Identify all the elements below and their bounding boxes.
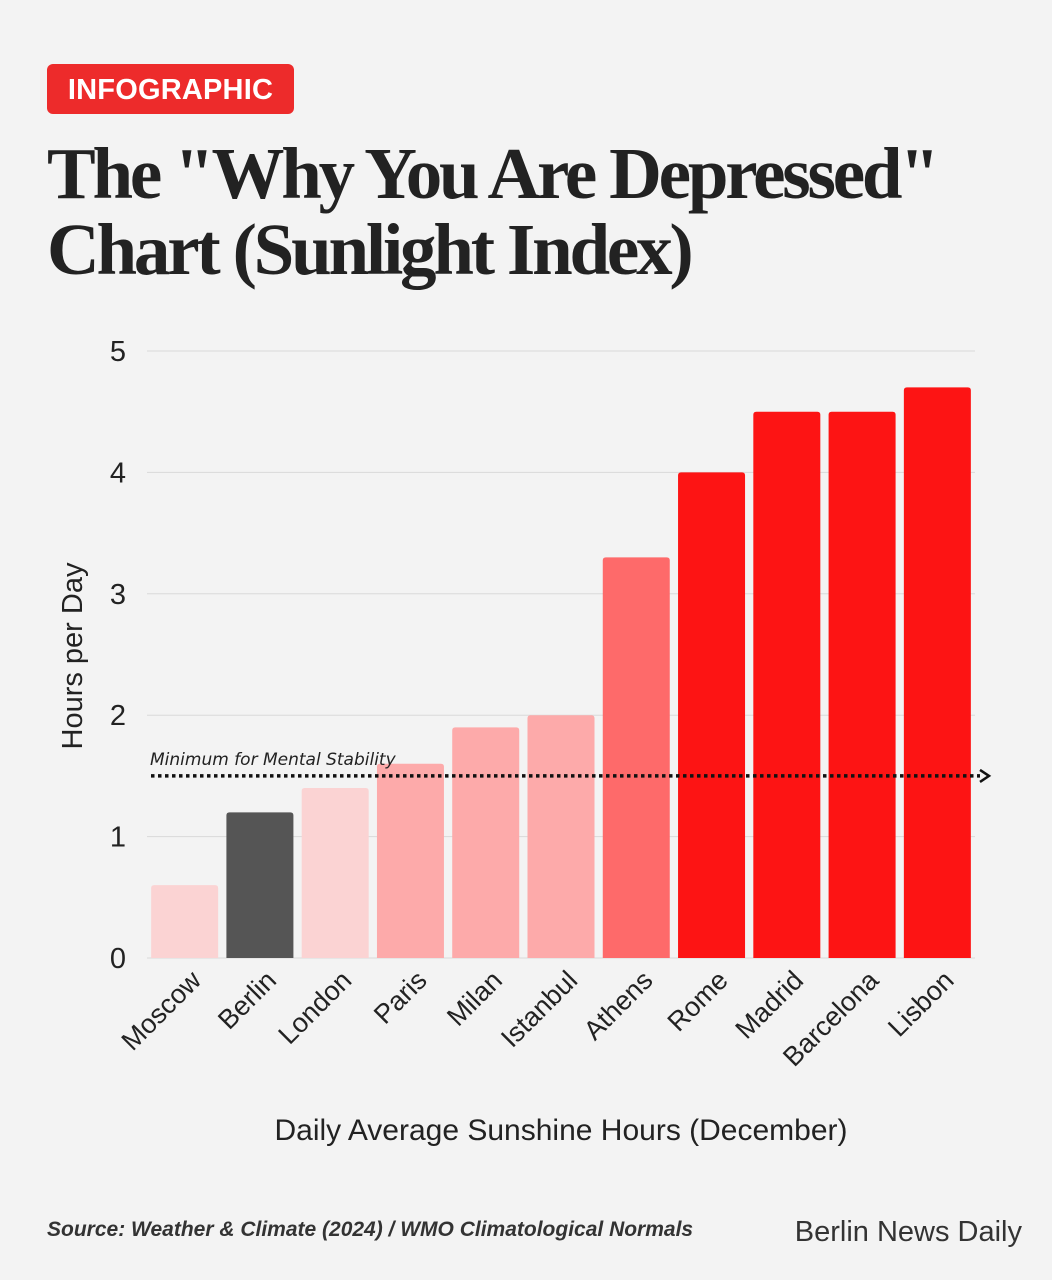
- title-line-1: The "Why You Are Depressed": [47, 133, 940, 214]
- bar-madrid: [753, 411, 821, 958]
- bar-rome: [678, 472, 746, 958]
- infographic-badge: INFOGRAPHIC: [47, 64, 294, 114]
- brand-label: Berlin News Daily: [794, 1216, 1022, 1248]
- y-tick-label: 1: [110, 822, 126, 854]
- x-axis-title: Daily Average Sunshine Hours (December): [274, 1114, 847, 1147]
- x-tick-label: Athens: [578, 965, 659, 1046]
- x-tick-label: London: [272, 965, 357, 1050]
- bar-london: [301, 788, 369, 958]
- x-tick-label: Paris: [368, 965, 433, 1030]
- bar-lisbon: [903, 387, 971, 958]
- y-axis-title: Hours per Day: [57, 562, 89, 749]
- source-note: Source: Weather & Climate (2024) / WMO C…: [47, 1218, 694, 1241]
- y-tick-label: 5: [110, 336, 126, 368]
- title-line-2: Chart (Sunlight Index): [47, 209, 694, 290]
- bar-athens: [602, 557, 670, 958]
- x-tick-label: Berlin: [212, 965, 282, 1035]
- bar-istanbul: [527, 715, 595, 958]
- x-tick-label: Lisbon: [882, 965, 959, 1042]
- x-tick-label: Moscow: [116, 965, 208, 1057]
- page-title: The "Why You Are Depressed" Chart (Sunli…: [47, 136, 1037, 288]
- bar-barcelona: [828, 411, 896, 958]
- bar-berlin: [226, 812, 294, 958]
- reference-arrow-icon: [979, 768, 992, 783]
- reference-line-label: Minimum for Mental Stability: [150, 750, 397, 770]
- y-tick-label: 4: [110, 457, 126, 489]
- bar-milan: [452, 727, 520, 958]
- x-tick-label: Milan: [441, 965, 508, 1032]
- y-tick-label: 2: [110, 700, 126, 732]
- bar-paris: [376, 763, 444, 958]
- bar-moscow: [151, 885, 219, 958]
- x-tick-label: Istanbul: [495, 965, 583, 1053]
- y-tick-label: 3: [110, 579, 126, 611]
- x-tick-label: Rome: [662, 965, 734, 1037]
- y-tick-label: 0: [110, 943, 126, 975]
